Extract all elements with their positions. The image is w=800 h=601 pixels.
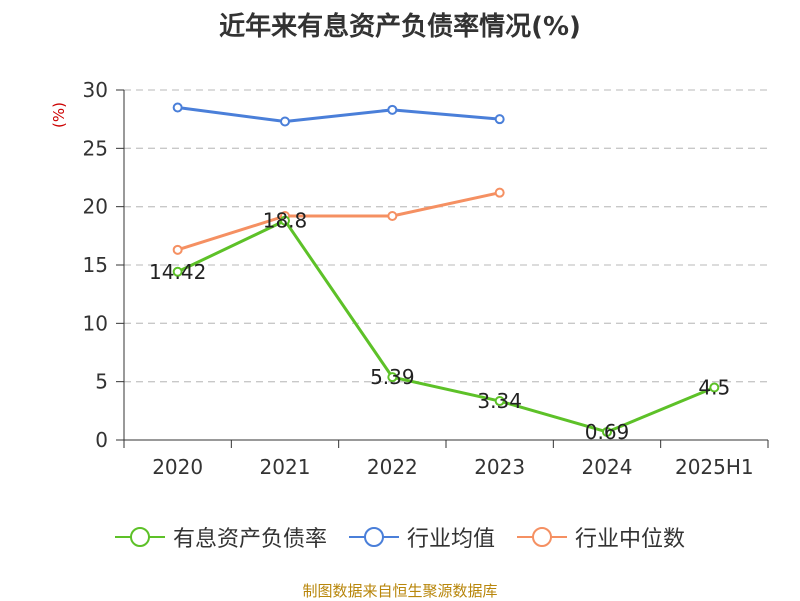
legend-label-series-2: 行业中位数	[575, 527, 686, 552]
data-label-series-0-1: 18.8	[263, 209, 308, 233]
series-line-1	[177, 106, 500, 123]
legend: 有息资产负债率 行业均值 行业中位数	[0, 521, 800, 553]
data-point-series-1-1	[280, 116, 290, 127]
y-tick-label-4: 20	[83, 195, 108, 219]
data-label-series-0-2: 5.39	[370, 365, 415, 389]
data-point-series-1-2	[387, 104, 398, 115]
y-tick-label-2: 10	[83, 311, 108, 335]
line-chart: 0 5 10 15 20 25 30 2020 2021 2022 2023 2024 2025H1 14…	[83, 78, 769, 479]
legend-item-series-2[interactable]: 行业中位数	[517, 521, 685, 553]
data-point-series-2-3	[494, 187, 505, 198]
legend-item-series-0[interactable]: 有息资产负债率	[114, 521, 327, 553]
legend-marker-series-0	[114, 527, 165, 547]
legend-item-series-1[interactable]: 行业均值	[348, 521, 495, 553]
data-point-series-0-1	[280, 215, 290, 226]
data-point-series-0-4	[602, 426, 612, 437]
data-point-series-1-3	[494, 114, 505, 125]
y-tick-label-1: 5	[95, 370, 108, 394]
data-label-series-0-4: 0.69	[585, 420, 630, 444]
x-tick-label-2: 2022	[367, 455, 418, 479]
x-tick-label-0: 2020	[152, 455, 203, 479]
data-point-series-0-0	[172, 266, 183, 277]
x-tick-label-3: 2023	[474, 455, 525, 479]
data-point-series-2-2	[387, 211, 398, 221]
data-point-series-0-5	[709, 382, 720, 393]
series-line-0	[177, 219, 715, 434]
legend-marker-series-1	[348, 527, 399, 547]
legend-label-series-0: 有息资产负债率	[172, 527, 327, 552]
data-point-series-0-3	[494, 396, 505, 407]
y-tick-label-6: 30	[83, 78, 108, 102]
data-point-series-0-2	[387, 372, 398, 383]
legend-label-series-1: 行业均值	[406, 527, 495, 552]
y-tick-label-3: 15	[83, 253, 108, 277]
data-point-series-2-0	[172, 244, 183, 255]
y-tick-label-5: 25	[83, 136, 108, 160]
data-source-note: 制图数据来自恒生聚源数据库	[302, 582, 498, 600]
x-tick-label-5: 2025H1	[675, 455, 754, 479]
x-tick-label-4: 2024	[582, 455, 633, 479]
y-tick-label-0: 0	[95, 428, 108, 452]
x-tick-label-1: 2021	[260, 455, 311, 479]
series-line-2	[177, 191, 500, 252]
legend-marker-series-2	[517, 527, 567, 547]
data-point-series-1-0	[172, 102, 183, 113]
data-label-series-0-5: 4.5	[698, 376, 730, 400]
chart-title: 近年来有息资产负债率情况(%)	[219, 12, 581, 42]
data-label-series-0-0: 14.42	[149, 260, 206, 284]
data-label-series-0-3: 3.34	[477, 389, 522, 413]
